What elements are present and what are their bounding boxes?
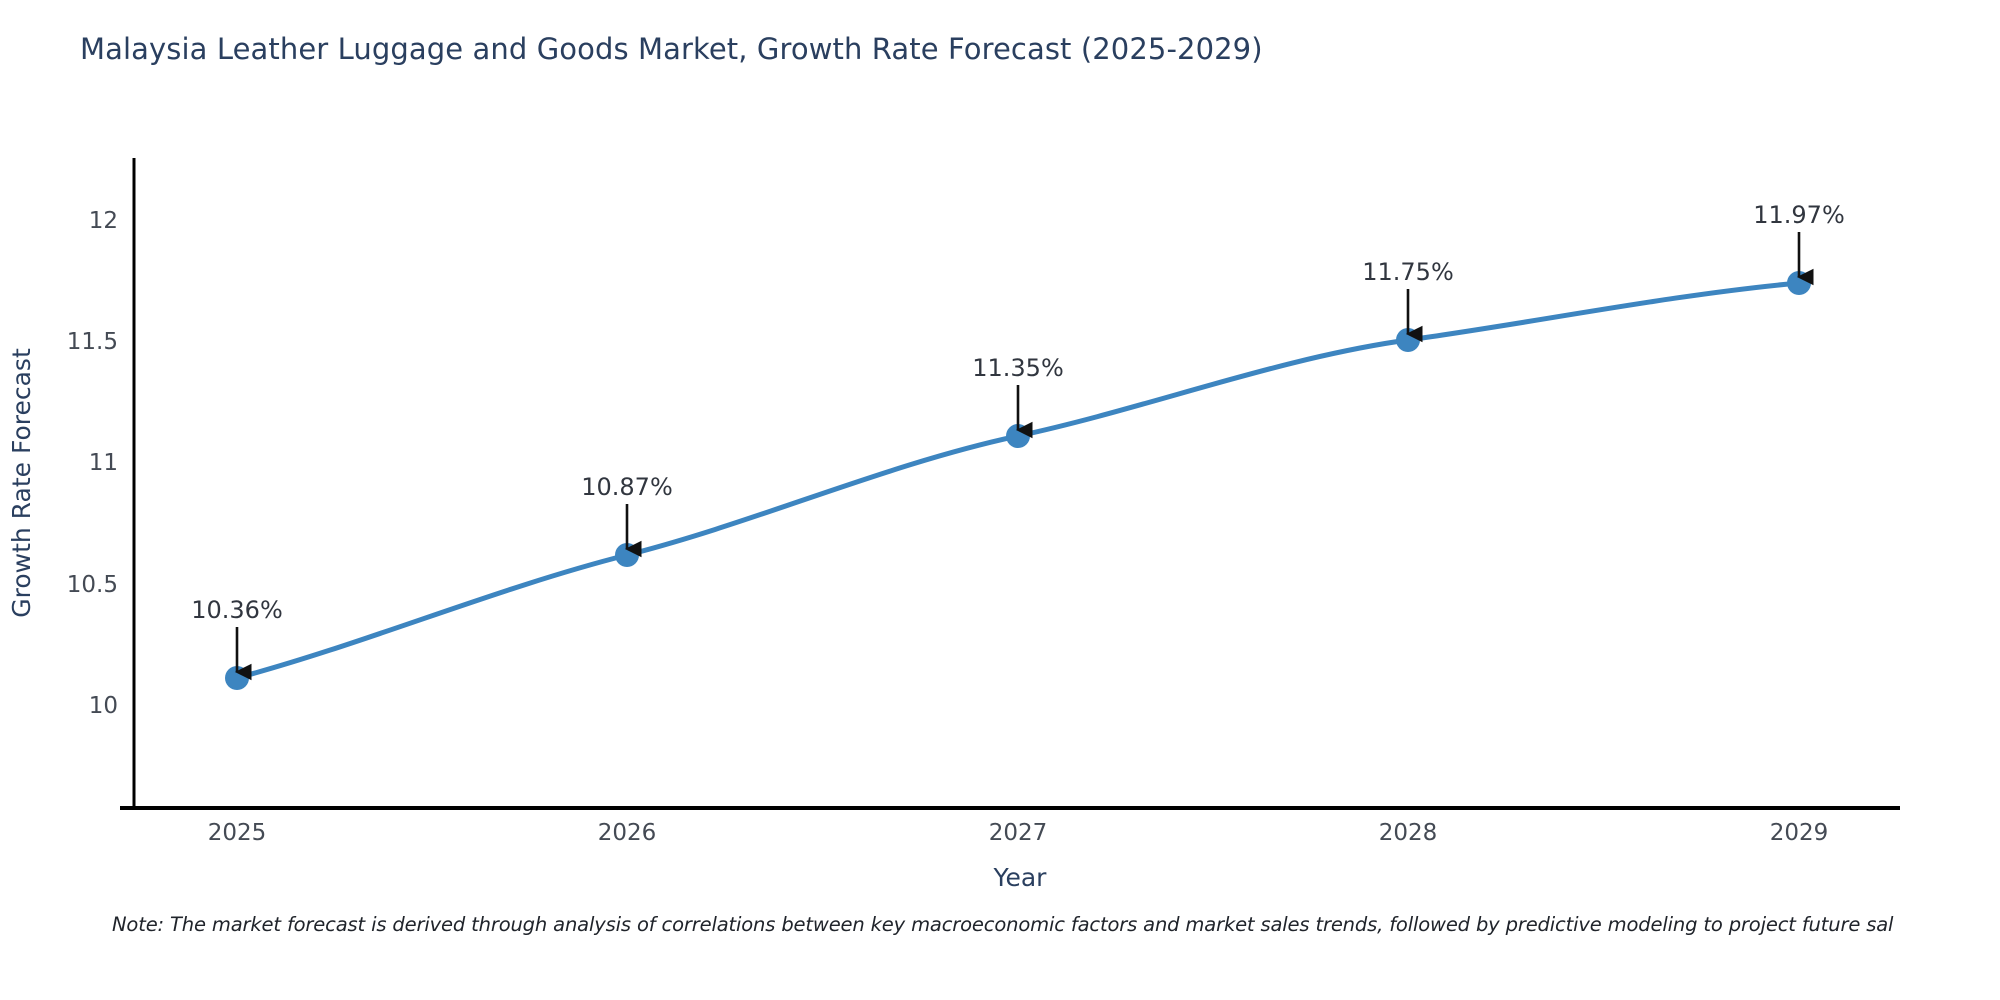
- data-point-label: 11.75%: [1362, 258, 1454, 286]
- data-point-label: 10.36%: [191, 596, 283, 624]
- y-axis-title: Growth Rate Forecast: [7, 348, 36, 618]
- y-tick-label: 11: [89, 450, 118, 476]
- data-point-label: 11.35%: [972, 354, 1064, 382]
- x-tick-label: 2025: [208, 820, 267, 846]
- x-tick-label: 2027: [989, 820, 1048, 846]
- chart-footnote: Note: The market forecast is derived thr…: [112, 913, 1894, 936]
- data-line: [234, 280, 1802, 681]
- y-tick-label: 12: [89, 208, 118, 234]
- y-tick-label: 11.5: [67, 329, 118, 355]
- y-tick-label: 10: [89, 693, 118, 719]
- x-axis-title: Year: [993, 863, 1048, 892]
- x-tick-label: 2028: [1379, 820, 1438, 846]
- x-tick-label: 2026: [598, 820, 657, 846]
- x-tick-label: 2029: [1770, 820, 1829, 846]
- chart-title: Malaysia Leather Luggage and Goods Marke…: [80, 32, 1263, 66]
- y-tick-label: 10.5: [67, 572, 118, 598]
- data-point-label: 10.87%: [581, 473, 673, 501]
- data-point-label: 11.97%: [1753, 201, 1845, 229]
